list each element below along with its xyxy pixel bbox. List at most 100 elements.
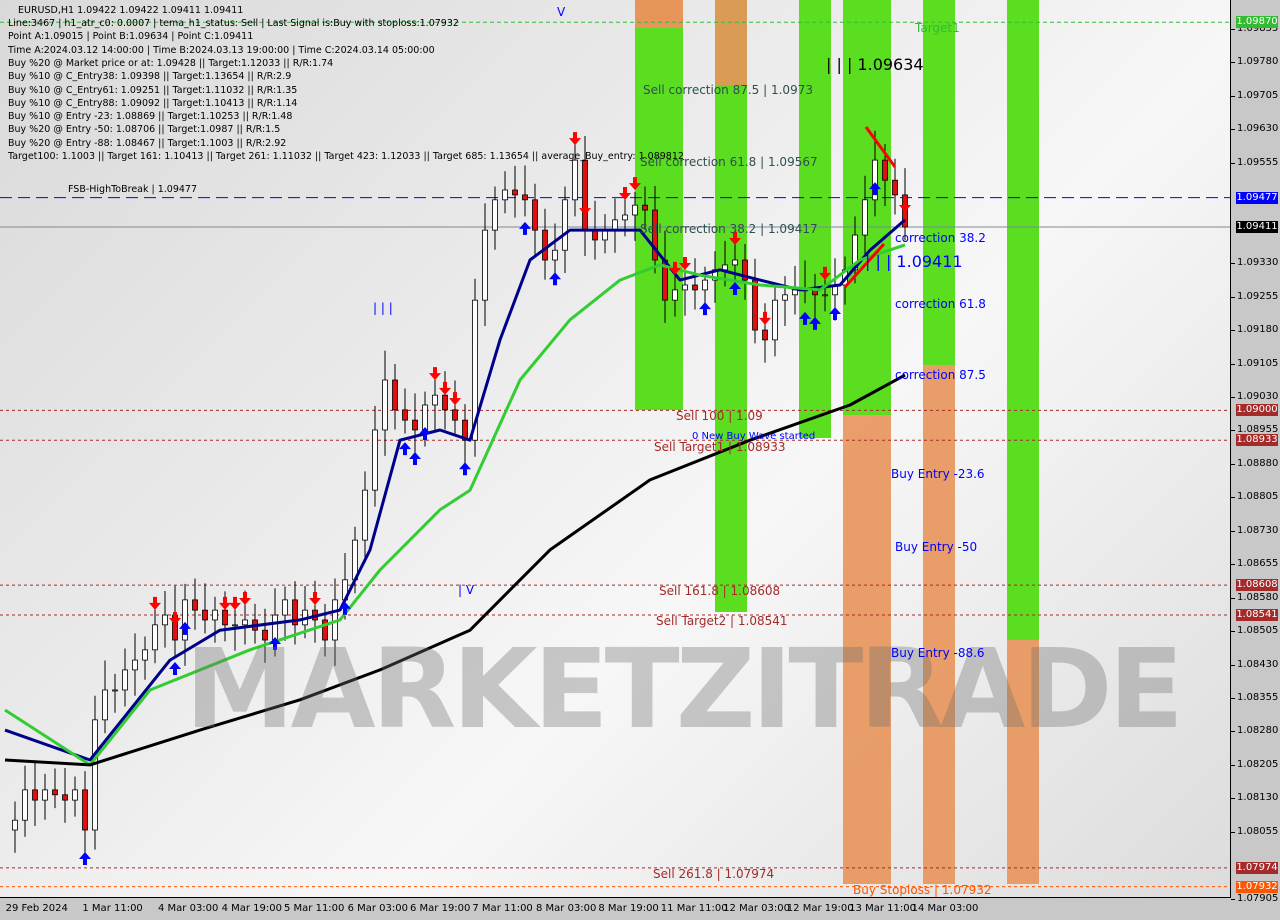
- sell-arrow-icon: [579, 202, 591, 216]
- y-tick-label: 1.09630: [1237, 123, 1279, 135]
- buy-entry-23-label: Buy Entry -23.6: [891, 467, 985, 481]
- x-tick-label: 4 Mar 03:00: [158, 903, 219, 914]
- sell-arrow-icon: [669, 261, 681, 275]
- bear-candle: [642, 204, 648, 211]
- buy-arrow-icon: [799, 311, 811, 325]
- buy-arrow-icon: [179, 621, 191, 635]
- sell-correction-87-label: Sell correction 87.5 | 1.0973: [643, 83, 813, 97]
- bull-candle: [112, 689, 118, 692]
- buy-entry-50-label: Buy Entry -50: [895, 540, 978, 554]
- bear-candle: [882, 159, 888, 181]
- bull-candle: [772, 299, 778, 341]
- y-tick-mark: [1231, 430, 1235, 432]
- buy-arrow-icon: [399, 442, 411, 456]
- y-tick-mark: [1231, 564, 1235, 566]
- new-buy-wave-label: 0 New Buy Wave started: [692, 431, 816, 442]
- target1-label: Target1: [915, 21, 960, 35]
- bull-candle: [702, 279, 708, 291]
- bear-candle: [202, 609, 208, 621]
- bull-candle: [22, 789, 28, 821]
- bear-candle: [522, 194, 528, 201]
- y-tick-label: 1.08130: [1237, 792, 1279, 804]
- bull-candle: [382, 379, 388, 431]
- price-axis[interactable]: 1.09855 1.09780 1.09705 1.09630 1.09555 1.093…: [1231, 0, 1280, 904]
- y-tick-label: 1.09855: [1237, 23, 1279, 34]
- bull-candle: [782, 294, 788, 301]
- bear-candle: [412, 419, 418, 431]
- fsb-label: FSB-HighToBreak | 1.09477: [68, 184, 198, 195]
- price-level-tag: 1.09411: [1236, 221, 1278, 234]
- bear-zone: [635, 0, 683, 28]
- bull-candle: [822, 294, 828, 297]
- bear-candle: [532, 199, 538, 231]
- buy-arrow-icon: [419, 426, 431, 440]
- y-tick-label: 1.08355: [1237, 692, 1279, 703]
- buy-arrow-icon: [869, 182, 881, 196]
- bull-candle: [152, 624, 158, 651]
- bear-candle: [692, 284, 698, 291]
- info-line: Buy %10 @ C_Entry38: 1.09398 || Target:1…: [8, 71, 292, 83]
- sell-arrow-icon: [219, 596, 231, 610]
- y-tick-mark: [1231, 95, 1235, 97]
- y-tick-label: 1.08205: [1237, 758, 1279, 770]
- sell-arrow-icon: [629, 177, 641, 191]
- bear-candle: [192, 599, 198, 611]
- info-line: Point A:1.09015 | Point B:1.09634 | Poin…: [8, 31, 254, 43]
- x-tick-label: 1 Mar 11:00: [82, 903, 143, 914]
- y-tick-label: 1.08655: [1237, 558, 1279, 570]
- symbol-header: EURUSD,H1 1.09422 1.09422 1.09411 1.0941…: [18, 5, 244, 16]
- bear-candle: [592, 229, 598, 241]
- x-tick-label: 6 Mar 03:00: [347, 903, 408, 914]
- price-chart[interactable]: MARKETZITRADE EURUSD,H1 1.09422 1.09422 …: [0, 0, 1231, 898]
- bull-candle: [732, 259, 738, 266]
- bear-candle: [752, 279, 758, 331]
- bear-candle: [762, 329, 768, 341]
- y-tick-mark: [1231, 731, 1235, 733]
- sell-arrow-icon: [149, 596, 161, 610]
- buy-arrow-icon: [339, 601, 351, 615]
- y-tick-mark: [1231, 798, 1235, 800]
- x-tick-label: 6 Mar 19:00: [410, 903, 471, 914]
- x-tick-label: 7 Mar 11:00: [472, 903, 533, 914]
- buy-arrow-icon: [79, 852, 91, 866]
- wave-iii-label: | | |: [373, 301, 393, 315]
- bear-candle: [392, 379, 398, 411]
- y-tick-mark: [1231, 396, 1235, 398]
- y-tick-label: 1.08955: [1237, 424, 1279, 436]
- y-tick-label: 1.08280: [1237, 725, 1279, 737]
- x-tick-label: 12 Mar 03:00: [723, 903, 790, 914]
- bear-candle: [582, 159, 588, 231]
- sell-arrow-icon: [229, 596, 241, 610]
- x-tick-label: 4 Mar 19:00: [221, 903, 282, 914]
- info-line: Buy %20 @ Entry -88: 1.08467 || Target:1…: [8, 137, 287, 149]
- bull-candle: [552, 249, 558, 261]
- bull-candle: [162, 614, 168, 626]
- sell-arrow-icon: [759, 311, 771, 325]
- y-tick-mark: [1231, 296, 1235, 298]
- x-tick-label: 5 Mar 11:00: [284, 903, 345, 914]
- y-tick-label: 1.08430: [1237, 658, 1279, 670]
- y-tick-label: 1.09330: [1237, 257, 1279, 269]
- bull-zone: [923, 0, 955, 365]
- y-tick-label: 1.08580: [1237, 591, 1279, 603]
- bull-candle: [492, 199, 498, 231]
- y-tick-mark: [1231, 29, 1235, 30]
- fast-ma-line: [4, 218, 906, 762]
- y-tick-label: 1.09180: [1237, 324, 1279, 336]
- y-tick-mark: [1231, 497, 1235, 499]
- y-tick-label: 1.09030: [1237, 390, 1279, 402]
- y-tick-mark: [1231, 664, 1235, 666]
- price-level-tag: 1.09870: [1236, 16, 1278, 29]
- bull-candle: [472, 299, 478, 441]
- bull-candle: [122, 669, 128, 691]
- sell-100-label: Sell 100 | 1.09: [676, 409, 763, 423]
- x-tick-label: 13 Mar 11:00: [849, 903, 916, 914]
- correction-61-label: correction 61.8: [895, 297, 986, 311]
- sell-arrow-icon: [449, 392, 461, 406]
- buy-entry-88-label: Buy Entry -88.6: [891, 646, 985, 660]
- bear-zone: [715, 0, 747, 85]
- buy-arrow-icon: [729, 282, 741, 296]
- time-axis[interactable]: 29 Feb 2024 1 Mar 11:00 4 Mar 03:00 4 Mar 1…: [0, 898, 1231, 920]
- bull-candle: [182, 599, 188, 641]
- sell-261-label: Sell 261.8 | 1.07974: [653, 867, 775, 881]
